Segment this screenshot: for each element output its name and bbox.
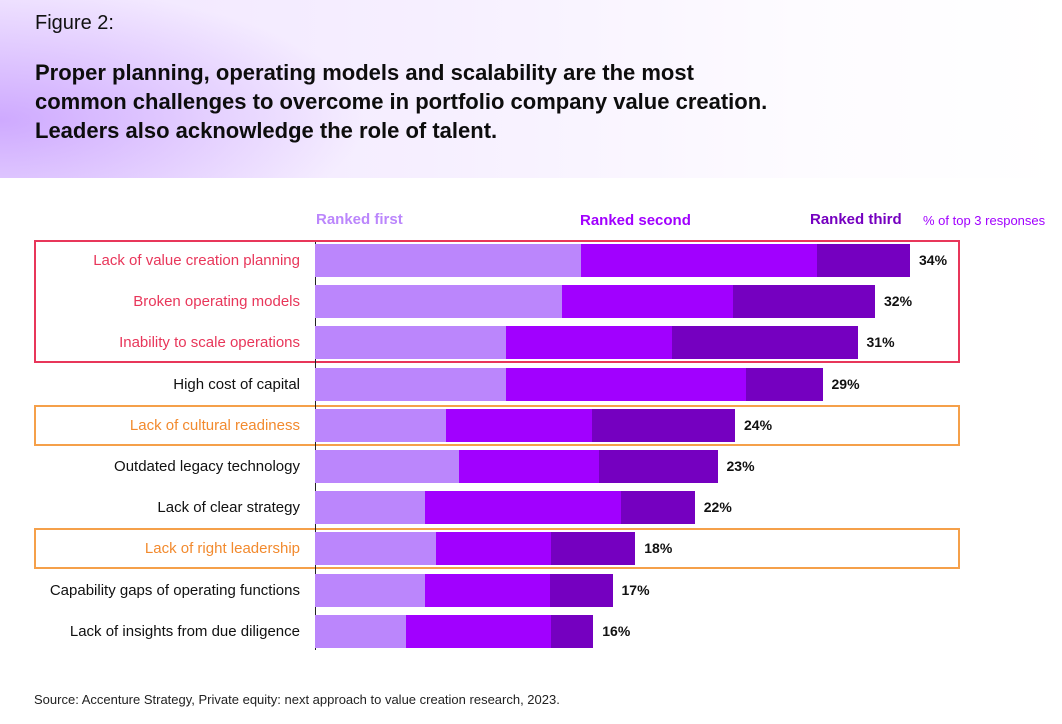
bar-segment-first	[315, 532, 436, 566]
bar-total-label: 22%	[703, 499, 732, 516]
bar-segment-third	[745, 367, 823, 401]
bar-segment-third	[549, 573, 613, 607]
legend-ranked-first: Ranked first	[316, 211, 403, 228]
bar-segment-third	[817, 244, 910, 277]
bar-segment-second	[561, 285, 734, 319]
figure-label: Figure 2:	[35, 12, 114, 34]
bar-total-label: 24%	[744, 416, 773, 433]
category-label: Outdated legacy technology	[114, 458, 300, 475]
bar-segment-second	[425, 573, 550, 607]
bar-total-label: 17%	[621, 581, 650, 598]
bar-segment-first	[315, 491, 426, 525]
category-label: Broken operating models	[133, 293, 300, 311]
category-label: Lack of right leadership	[144, 540, 300, 558]
highlight-box-red	[34, 240, 960, 364]
bar-segment-second	[505, 367, 746, 401]
category-label: Capability gaps of operating functions	[49, 581, 300, 599]
bar-segment-first	[315, 367, 506, 401]
bar-segment-first	[315, 573, 426, 607]
bar-total-label: 29%	[831, 375, 860, 392]
bar-segment-second	[446, 408, 592, 442]
bar-segment-first	[315, 326, 506, 360]
bar-segment-second	[435, 532, 552, 566]
bar-total-label: 34%	[919, 252, 948, 268]
bar-segment-third	[672, 326, 858, 360]
category-label: High cost of capital	[173, 375, 300, 393]
category-label: Inability to scale operations	[119, 334, 300, 352]
bar-segment-second	[505, 326, 672, 360]
bar-total-label: 16%	[602, 622, 631, 639]
bar-total-label: 23%	[726, 458, 755, 474]
bar-segment-third	[551, 532, 636, 566]
bar-segment-first	[315, 614, 406, 648]
bar-total-label: 18%	[644, 540, 673, 557]
category-axis-line	[315, 242, 316, 650]
bar-segment-second	[425, 491, 622, 525]
bar-segment-first	[315, 244, 581, 277]
bar-segment-third	[733, 285, 875, 319]
category-label: Lack of clear strategy	[157, 499, 300, 517]
bar-segment-first	[315, 450, 459, 483]
legend-ranked-third: Ranked third	[810, 211, 902, 228]
unit-note: % of top 3 responses	[923, 213, 1046, 228]
category-label: Lack of cultural readiness	[129, 416, 300, 434]
bar-segment-second	[406, 614, 552, 648]
category-label: Lack of insights from due diligence	[69, 622, 300, 640]
bar-segment-third	[591, 408, 735, 442]
bar-segment-third	[598, 450, 718, 483]
bar-total-label: 31%	[866, 334, 895, 351]
chart-title: Proper planning, operating models and sc…	[35, 60, 768, 143]
header-background	[0, 0, 1062, 178]
highlight-box-orange	[34, 528, 960, 570]
category-label: Lack of value creation planning	[93, 252, 300, 269]
bar-total-label: 32%	[884, 293, 913, 310]
bar-segment-third	[621, 491, 695, 525]
legend-ranked-second: Ranked second	[580, 212, 691, 229]
bar-segment-first	[315, 285, 562, 319]
highlight-box-orange	[34, 404, 960, 446]
bar-segment-second	[458, 450, 599, 483]
bar-segment-first	[315, 408, 447, 442]
source-note: Source: Accenture Strategy, Private equi…	[34, 692, 560, 707]
bar-segment-second	[581, 244, 818, 277]
bar-segment-third	[551, 614, 594, 648]
